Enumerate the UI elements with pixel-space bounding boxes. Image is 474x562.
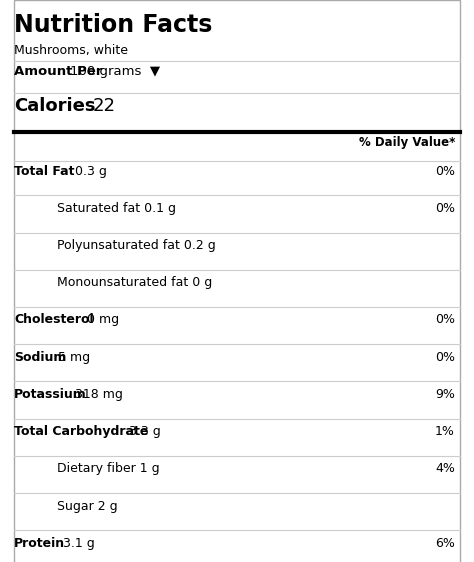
Text: Sodium: Sodium (14, 351, 66, 364)
Text: 3.3 g: 3.3 g (125, 425, 160, 438)
Text: 22: 22 (92, 97, 116, 115)
Text: 0%: 0% (435, 202, 455, 215)
Text: Calories: Calories (14, 97, 96, 115)
Text: Saturated fat 0.1 g: Saturated fat 0.1 g (57, 202, 176, 215)
Text: Dietary fiber 1 g: Dietary fiber 1 g (57, 463, 160, 475)
Text: Mushrooms, white: Mushrooms, white (14, 44, 128, 57)
Text: 0 mg: 0 mg (83, 314, 119, 327)
Text: Sugar 2 g: Sugar 2 g (57, 500, 118, 513)
Text: % Daily Value*: % Daily Value* (359, 136, 455, 149)
Text: 0.3 g: 0.3 g (71, 165, 107, 178)
Text: Polyunsaturated fat 0.2 g: Polyunsaturated fat 0.2 g (57, 239, 216, 252)
Text: 9%: 9% (435, 388, 455, 401)
Text: 3.1 g: 3.1 g (60, 537, 95, 550)
Text: Amount Per: Amount Per (14, 65, 102, 78)
Text: Total Carbohydrate: Total Carbohydrate (14, 425, 148, 438)
Text: 1%: 1% (435, 425, 455, 438)
Text: Cholesterol: Cholesterol (14, 314, 94, 327)
Text: 4%: 4% (435, 463, 455, 475)
Text: 0%: 0% (435, 314, 455, 327)
Text: 0%: 0% (435, 351, 455, 364)
Text: Protein: Protein (14, 537, 65, 550)
Text: 318 mg: 318 mg (71, 388, 123, 401)
Text: 0%: 0% (435, 165, 455, 178)
Text: Total Fat: Total Fat (14, 165, 75, 178)
Text: Nutrition Facts: Nutrition Facts (14, 13, 213, 38)
Text: 100 grams  ▼: 100 grams ▼ (70, 65, 160, 78)
Text: 6%: 6% (435, 537, 455, 550)
Text: Monounsaturated fat 0 g: Monounsaturated fat 0 g (57, 276, 212, 289)
Text: Potassium: Potassium (14, 388, 87, 401)
Text: 5 mg: 5 mg (54, 351, 90, 364)
